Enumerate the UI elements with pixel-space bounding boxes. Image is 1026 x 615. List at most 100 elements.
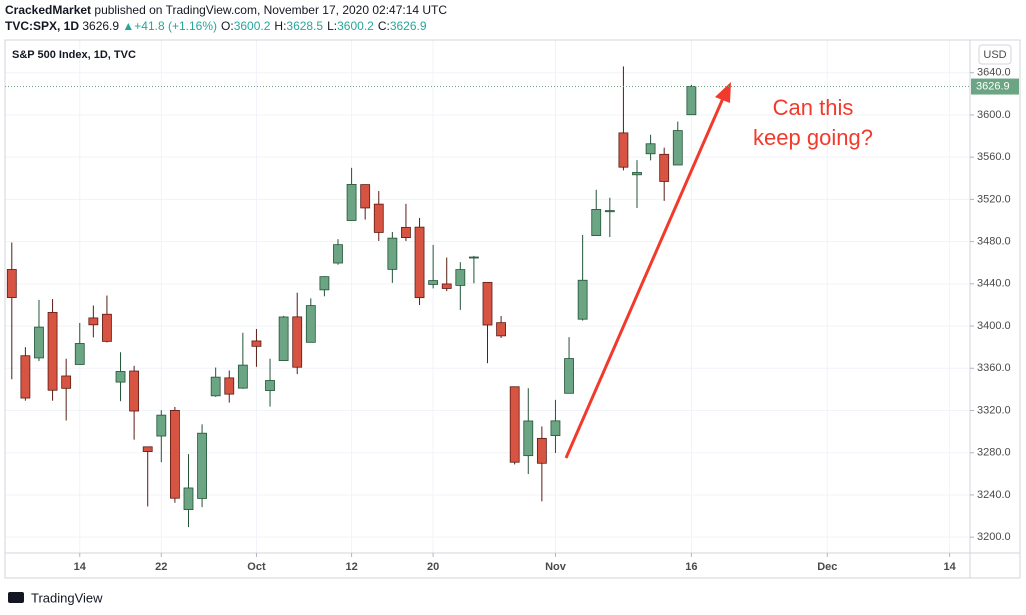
- candle-body: [224, 377, 235, 395]
- annotation-arrowhead: [715, 82, 731, 103]
- ohlc-value: 3626.9: [390, 19, 427, 33]
- candle-body: [47, 312, 58, 391]
- candle-body: [305, 305, 316, 343]
- author: CrackedMarket: [5, 3, 91, 17]
- candle-body: [74, 343, 85, 365]
- x-tick-label: 22: [155, 561, 167, 573]
- candle-body: [61, 375, 72, 389]
- last-price-label: 3626.9: [976, 80, 1010, 92]
- x-tick-label: Nov: [545, 561, 567, 573]
- candle-body: [591, 209, 602, 236]
- change: +41.8 (+1.16%): [134, 19, 217, 33]
- candle-body: [88, 317, 99, 326]
- y-tick-label: 3440.0: [977, 278, 1011, 290]
- x-tick-label: 20: [427, 561, 439, 573]
- candle-body: [156, 414, 167, 437]
- candle-body: [414, 226, 425, 299]
- candle-body: [686, 86, 697, 116]
- candle-body: [482, 281, 493, 326]
- ohlc-value: 3628.5: [286, 19, 323, 33]
- candle-body: [536, 437, 547, 464]
- candle-body: [645, 143, 656, 155]
- y-tick-label: 3280.0: [977, 447, 1011, 459]
- ohlc-value: 3600.2: [337, 19, 374, 33]
- ohlc-key: L:: [327, 19, 337, 33]
- y-tick-label: 3640.0: [977, 67, 1011, 79]
- annotation: Can this: [773, 95, 854, 120]
- candle-body: [509, 386, 520, 463]
- candle-body: [6, 269, 17, 298]
- annotation-arrow: [564, 95, 726, 459]
- y-tick-label: 3360.0: [977, 362, 1011, 374]
- x-tick-label: Dec: [817, 561, 837, 573]
- candle-body: [251, 340, 262, 347]
- candle-body: [115, 371, 126, 383]
- footer-logo: TradingView: [8, 590, 103, 605]
- frame: [4, 39, 1021, 579]
- candle-body: [169, 409, 180, 499]
- y-tick-label: 3320.0: [977, 404, 1011, 416]
- y-tick-label: 3480.0: [977, 236, 1011, 248]
- y-tick-label: 3520.0: [977, 193, 1011, 205]
- candle-body: [142, 446, 153, 452]
- candle-body: [428, 280, 439, 285]
- ohlc-key: C:: [378, 19, 390, 33]
- currency: USD: [983, 49, 1006, 61]
- candle-body: [237, 364, 248, 389]
- candle-body: [360, 184, 371, 209]
- x-tick-label: 14: [943, 561, 956, 573]
- y-tick-label: 3200.0: [977, 531, 1011, 543]
- candle-body: [618, 132, 629, 168]
- candle-body: [469, 256, 479, 259]
- candle-body: [455, 269, 466, 286]
- symbol-line: TVC:SPX, 1D 3626.9 ▲+41.8 (+1.16%) O:3600…: [5, 19, 427, 33]
- last-price: 3626.9: [82, 19, 119, 33]
- candle-body: [34, 326, 44, 359]
- candle-body: [102, 313, 112, 342]
- candle-body: [496, 322, 506, 337]
- candle-body: [278, 316, 289, 361]
- x-tick-label: Oct: [247, 561, 266, 573]
- header-line: CrackedMarket published on TradingView.c…: [5, 3, 447, 17]
- candle-body: [346, 183, 357, 221]
- last-price-box: [971, 78, 1019, 95]
- candle-body: [523, 420, 534, 457]
- candle-body: [265, 380, 275, 391]
- change-arrow: ▲: [122, 19, 134, 33]
- candle-body: [129, 370, 140, 412]
- candle-body: [441, 283, 452, 289]
- candle-body: [292, 316, 303, 368]
- candle-body: [197, 432, 207, 499]
- candle-body: [387, 237, 398, 270]
- candle-body: [550, 420, 561, 437]
- y-tick-label: 3240.0: [977, 489, 1011, 501]
- candle-body: [604, 210, 615, 213]
- candle-body: [333, 244, 343, 264]
- x-tick-label: 14: [74, 561, 87, 573]
- candle-body: [373, 203, 384, 233]
- candle-body: [183, 487, 194, 511]
- y-tick-label: 3400.0: [977, 320, 1011, 332]
- candle-body: [659, 153, 670, 182]
- candle-body: [20, 355, 31, 399]
- y-tick-label: 3600.0: [977, 109, 1011, 121]
- footer: TradingView: [31, 590, 103, 605]
- candle-body: [632, 172, 642, 176]
- ohlc-key: H:: [274, 19, 286, 33]
- currency-box: [978, 44, 1012, 65]
- symbol: TVC:SPX, 1D: [5, 19, 79, 33]
- candle-body: [564, 358, 574, 394]
- candle-body: [672, 130, 683, 166]
- ohlc-value: 3600.2: [234, 19, 271, 33]
- candle-body: [577, 279, 588, 320]
- candle-body: [319, 276, 330, 291]
- x-tick-label: 12: [345, 561, 357, 573]
- candle-body: [401, 226, 411, 239]
- byline: published on TradingView.com, November 1…: [94, 3, 447, 17]
- legend-title: S&P 500 Index, 1D, TVC: [12, 49, 136, 61]
- candle-body: [210, 376, 221, 397]
- annotation: keep going?: [753, 125, 873, 150]
- ohlc-key: O:: [221, 19, 234, 33]
- x-tick-label: 16: [685, 561, 697, 573]
